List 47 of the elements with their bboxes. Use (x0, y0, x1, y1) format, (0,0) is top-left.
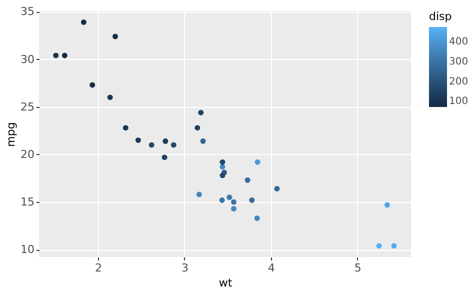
point (230, 206, 236, 212)
point (107, 94, 113, 100)
y-tick-label: 10 (20, 243, 34, 256)
point (198, 110, 204, 116)
point (196, 192, 202, 198)
point (170, 142, 176, 148)
point (244, 177, 250, 183)
point (148, 142, 154, 148)
point (135, 137, 141, 143)
point (80, 19, 86, 25)
point (122, 125, 128, 131)
point (62, 52, 68, 58)
x-tick-label: 3 (181, 262, 188, 274)
point (226, 194, 232, 200)
y-tick-label: 35 (20, 5, 34, 18)
point (230, 199, 236, 205)
point (194, 125, 200, 131)
y-axis-title: mpg (4, 122, 18, 147)
color-bar-label: 300 (449, 56, 468, 68)
x-tick-label: 5 (354, 262, 362, 274)
point (200, 138, 206, 144)
point (249, 197, 255, 203)
y-tick-label: 30 (20, 52, 34, 66)
point (391, 243, 397, 249)
point (376, 243, 382, 249)
point (254, 159, 260, 165)
point (53, 52, 59, 58)
point (220, 159, 226, 165)
y-tick-label: 20 (20, 148, 34, 161)
color-bar-label: 100 (449, 96, 468, 108)
x-axis-title: wt (218, 276, 233, 290)
point (384, 202, 390, 208)
color-bar-title: disp (429, 10, 452, 23)
y-tick-label: 15 (20, 196, 34, 209)
point (274, 186, 280, 192)
point (219, 197, 225, 203)
point (112, 34, 118, 40)
point (162, 138, 168, 144)
x-tick-label: 2 (94, 262, 102, 274)
point (162, 154, 168, 160)
x-tick-label: 4 (268, 262, 275, 274)
y-tick-label: 25 (20, 100, 34, 114)
point (220, 172, 226, 178)
point (254, 215, 260, 221)
color-bar-label: 400 (449, 36, 468, 48)
color-bar-label: 200 (449, 76, 468, 88)
point (90, 82, 96, 88)
